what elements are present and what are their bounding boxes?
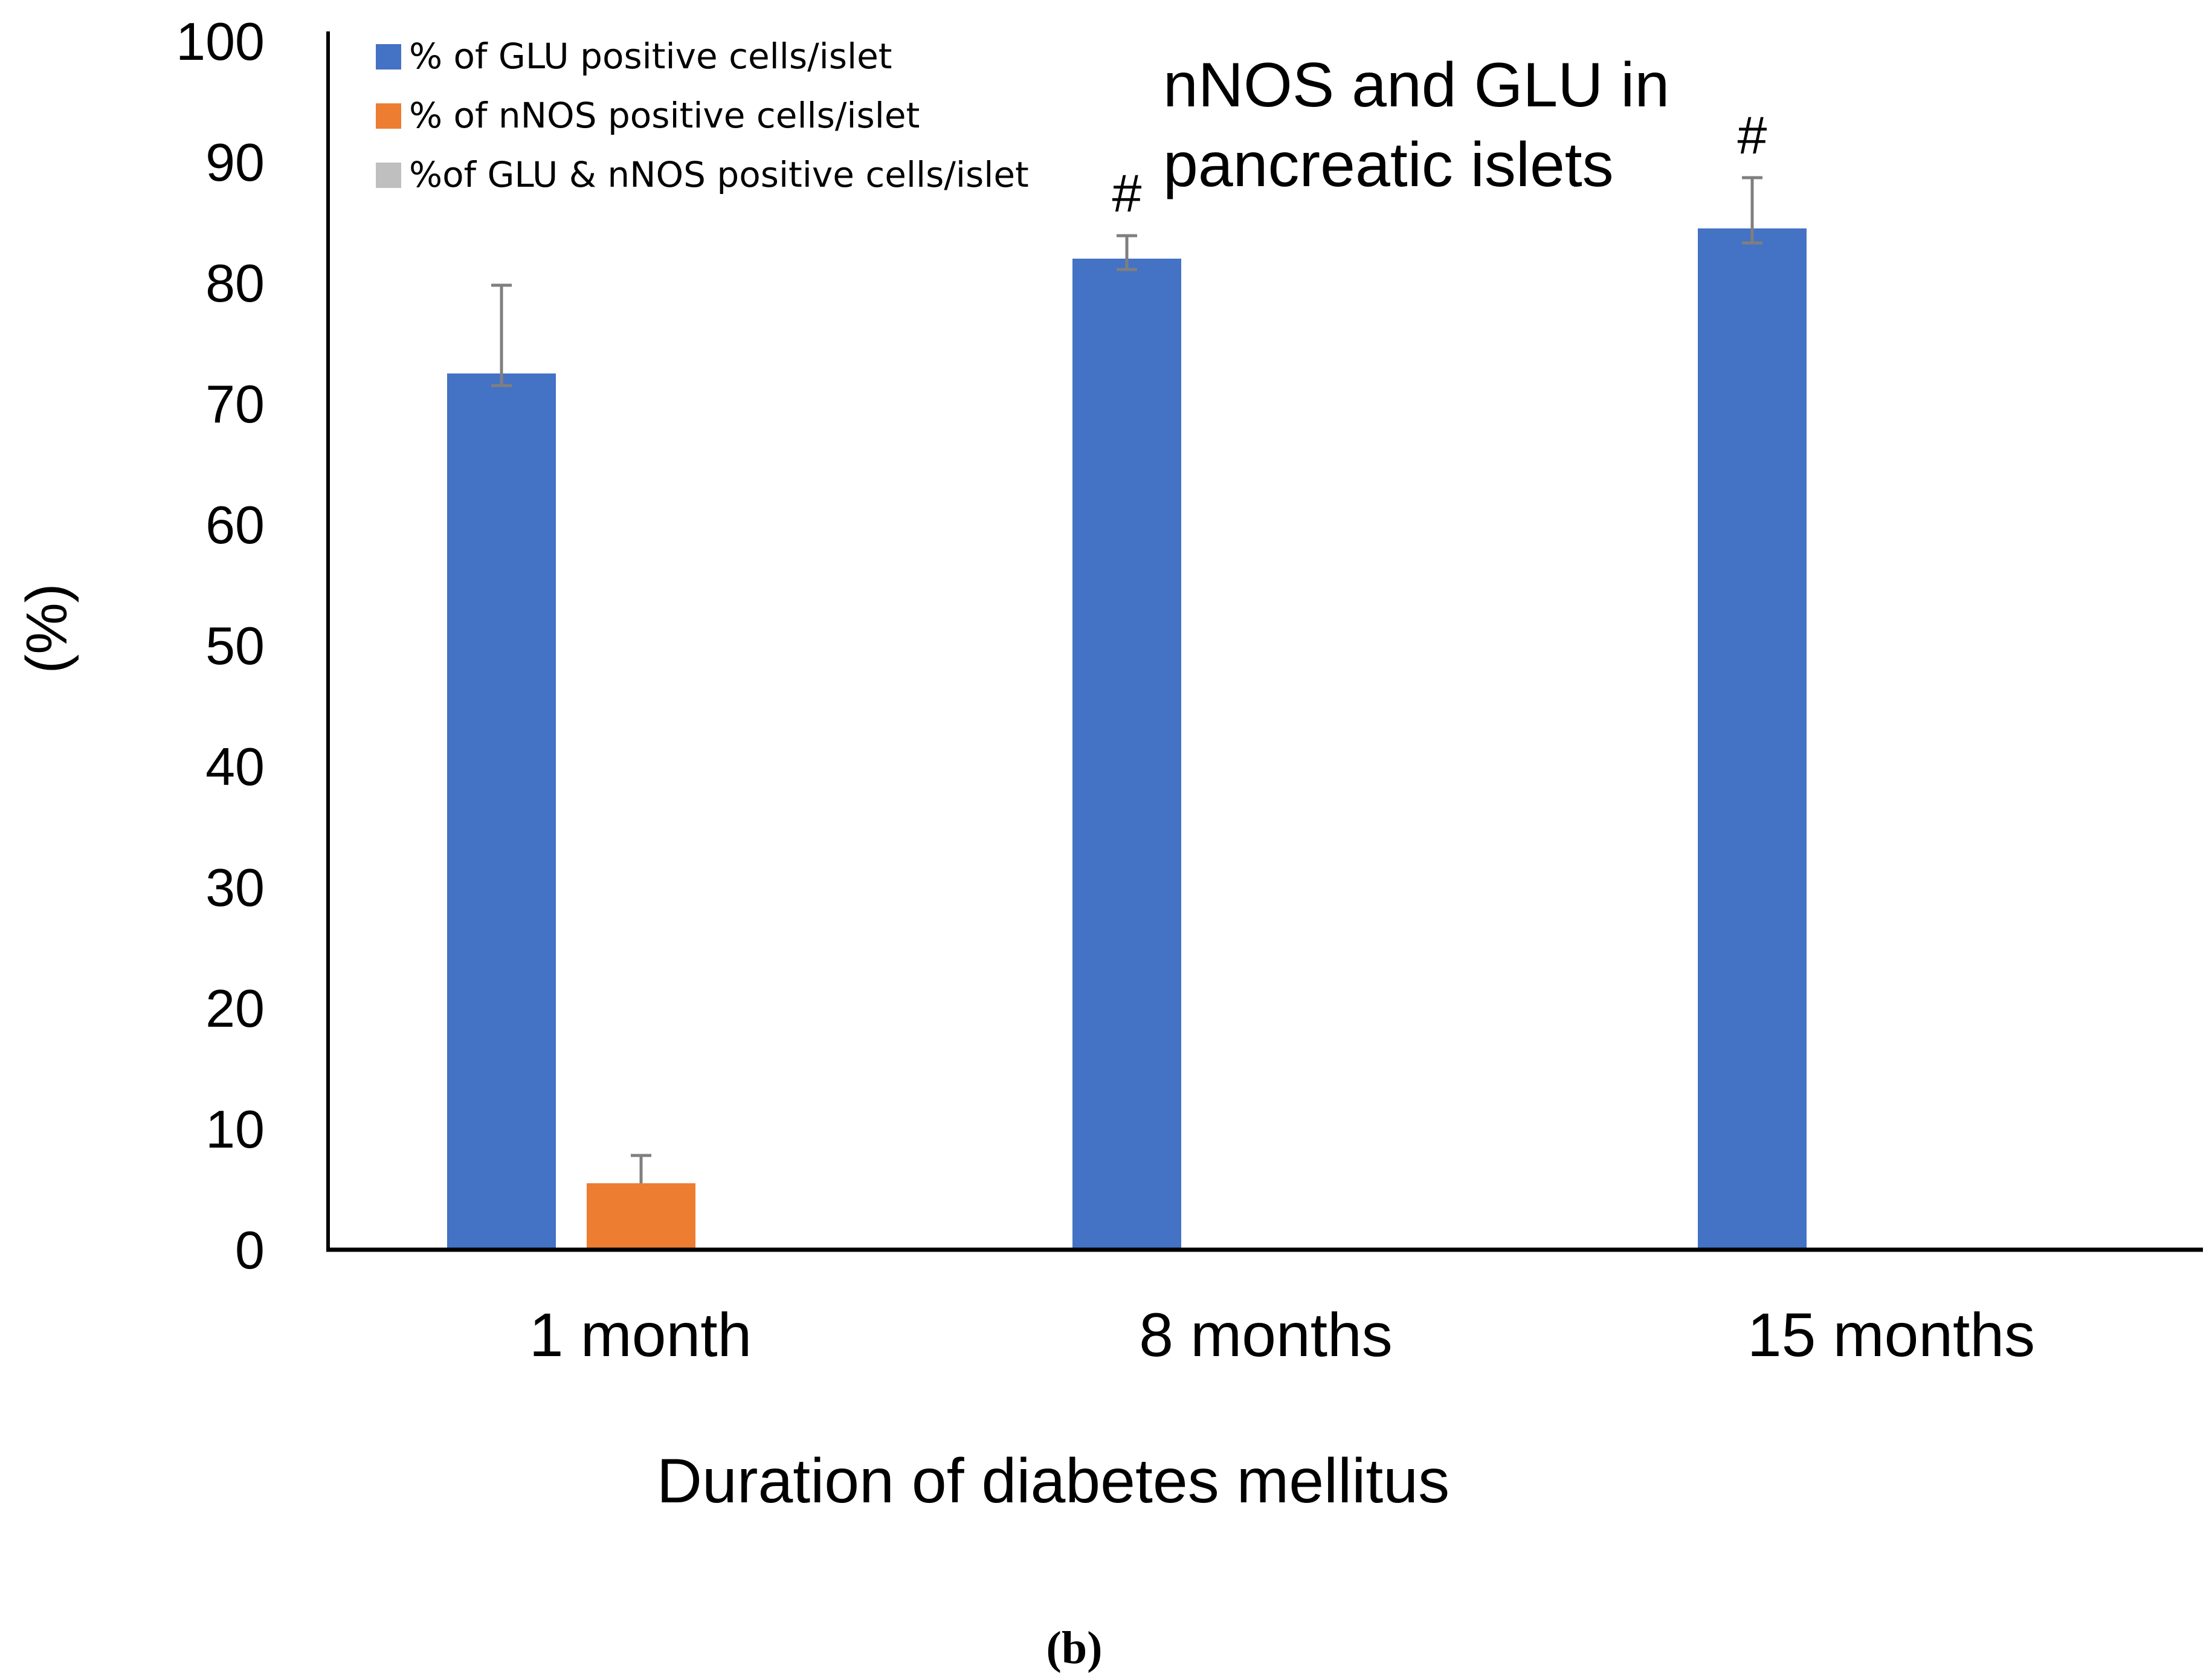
chart-title: nNOS and GLU in pancreatic islets (1163, 50, 1669, 200)
error-bar (1742, 176, 1762, 245)
legend-item: %of GLU & nNOS positive cells/islet (376, 154, 1029, 195)
y-tick-label: 90 (205, 132, 265, 192)
bars (447, 228, 1807, 1250)
legend-label: % of GLU positive cells/islet (409, 36, 892, 77)
legend-swatch (376, 163, 401, 188)
significance-marker: # (1112, 163, 1142, 223)
y-tick-label: 70 (205, 374, 265, 434)
y-tick-label: 20 (205, 978, 265, 1038)
y-tick-label: 30 (205, 858, 265, 917)
y-tick-label: 60 (205, 495, 265, 555)
y-axis-label: (%) (15, 583, 79, 673)
x-tick-label: 15 months (1747, 1300, 2035, 1369)
error-bar (491, 283, 512, 387)
bar (1072, 259, 1181, 1250)
y-tick-label: 10 (205, 1099, 265, 1159)
x-tick-label: 1 month (529, 1300, 752, 1369)
chart-title-line-1: nNOS and GLU in (1163, 50, 1669, 120)
error-bar (631, 1154, 651, 1183)
legend-swatch (376, 103, 401, 129)
bar (447, 373, 556, 1250)
y-tick-label: 0 (235, 1220, 265, 1280)
bar (1698, 228, 1807, 1250)
legend-label: % of nNOS positive cells/islet (409, 95, 920, 136)
legend-item: % of nNOS positive cells/islet (376, 95, 920, 136)
x-axis-categories: 1 month 8 months 15 months (529, 1300, 2035, 1369)
x-tick-label: 8 months (1139, 1300, 1393, 1369)
legend-swatch (376, 44, 401, 69)
panel-label: (b) (1046, 1623, 1103, 1673)
error-bars (491, 176, 1762, 1183)
bar (587, 1183, 695, 1250)
significance-marker: # (1738, 105, 1767, 165)
legend: % of GLU positive cells/islet % of nNOS p… (376, 36, 1029, 195)
x-axis-label: Duration of diabetes mellitus (657, 1446, 1449, 1516)
y-tick-label: 40 (205, 737, 265, 796)
y-tick-label: 80 (205, 253, 265, 313)
error-bar (1117, 234, 1137, 271)
y-tick-label: 100 (176, 11, 265, 71)
y-axis-ticks: 0 10 20 30 40 50 60 70 80 90 100 (176, 11, 265, 1280)
legend-label: %of GLU & nNOS positive cells/islet (409, 154, 1029, 195)
annotations: ## (1112, 105, 1767, 223)
chart-title-line-2: pancreatic islets (1163, 130, 1614, 200)
legend-item: % of GLU positive cells/islet (376, 36, 892, 77)
y-tick-label: 50 (205, 616, 265, 676)
